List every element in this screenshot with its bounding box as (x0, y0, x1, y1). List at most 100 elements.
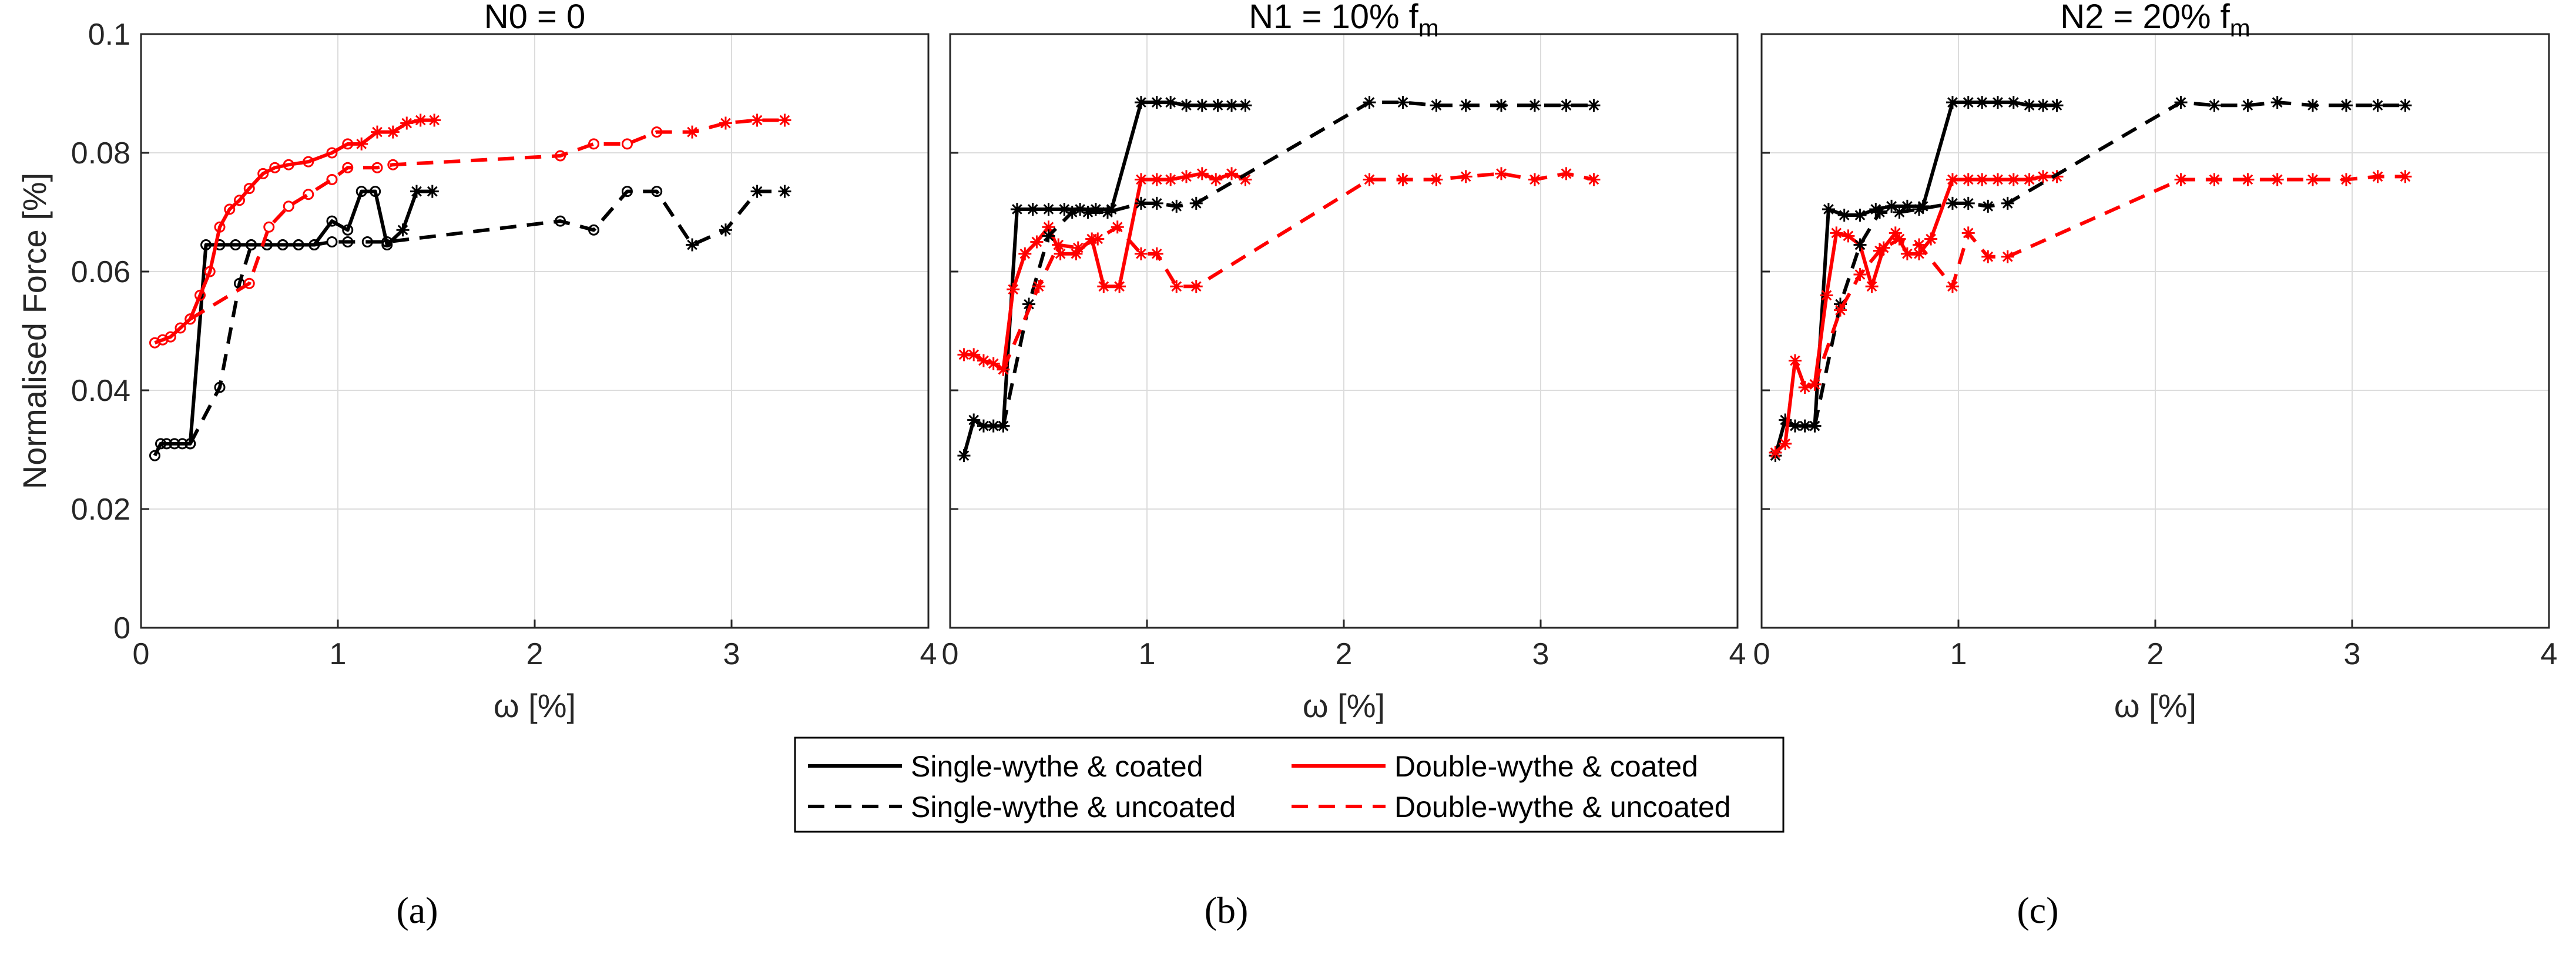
data-point (957, 348, 971, 361)
data-point (2339, 99, 2353, 112)
data-point (1798, 380, 1812, 394)
data-point (997, 363, 1010, 376)
data-point (381, 236, 393, 247)
data-point (1239, 173, 1252, 186)
data-point (778, 185, 791, 198)
data-point (1054, 247, 1067, 260)
data-point (414, 113, 427, 127)
data-point (1495, 167, 1508, 180)
data-point (234, 195, 245, 206)
data-point (1559, 167, 1573, 180)
data-point (621, 138, 633, 150)
data-point (2399, 170, 2412, 183)
data-point (977, 354, 990, 367)
data-point (263, 221, 275, 233)
data-point (165, 331, 176, 343)
data-point (371, 125, 384, 139)
data-point (371, 162, 383, 173)
data-point (1830, 226, 1843, 240)
y-tick-label: 0.08 (71, 136, 130, 170)
data-point (2399, 99, 2412, 112)
series-single-wythe-uncoated (185, 185, 791, 450)
data-point (1873, 244, 1886, 257)
series-single-wythe-uncoated (1808, 96, 2412, 433)
series-line (1001, 172, 1595, 370)
subfigure-label: (c) (2017, 889, 2058, 931)
data-point (204, 266, 216, 277)
subfigure-label: (b) (1205, 889, 1249, 931)
x-axis-label: ω [%] (2114, 687, 2196, 724)
data-point (2007, 96, 2020, 109)
data-point (2007, 173, 2020, 186)
data-point (1170, 280, 1183, 293)
data-point (1209, 173, 1223, 186)
data-point (719, 223, 732, 237)
data-point (2174, 173, 2188, 186)
data-point (621, 186, 633, 198)
x-tick-label: 1 (330, 637, 347, 671)
data-point (243, 183, 255, 195)
x-tick-label: 0 (942, 637, 959, 671)
data-point (1363, 173, 1376, 186)
data-point (1893, 232, 1906, 246)
data-point (1134, 196, 1148, 210)
x-axis-label: ω [%] (1303, 687, 1385, 724)
data-point (1842, 229, 1855, 243)
data-point (1885, 199, 1899, 213)
data-point (2241, 99, 2255, 112)
data-point (1081, 206, 1095, 219)
data-point (342, 224, 354, 236)
data-point (1900, 199, 1914, 213)
data-point (778, 113, 791, 127)
data-point (224, 203, 236, 215)
series-double-wythe-uncoated (997, 167, 1601, 376)
data-point (2037, 99, 2050, 112)
data-point (2270, 173, 2284, 186)
legend-label: Single-wythe & uncoated (911, 791, 1236, 824)
x-tick-label: 1 (1950, 637, 1967, 671)
data-point (185, 313, 196, 325)
data-point (1189, 280, 1203, 293)
data-point (387, 159, 399, 170)
data-point (651, 186, 663, 198)
data-point (1961, 196, 1975, 210)
data-point (283, 200, 294, 212)
data-point (326, 147, 338, 159)
data-point (214, 221, 226, 233)
data-point (1091, 232, 1105, 246)
panel-title: N1 = 10% fm (1249, 0, 1439, 42)
data-point (2339, 173, 2353, 186)
data-point (396, 223, 410, 237)
legend: Single-wythe & coated Double-wythe & coat… (794, 737, 1785, 833)
data-point (1853, 268, 1867, 282)
data-point (1975, 96, 1989, 109)
data-point (2208, 173, 2221, 186)
data-point (750, 185, 764, 198)
data-point (342, 138, 354, 150)
data-point (400, 116, 414, 130)
data-point (1134, 173, 1148, 186)
x-tick-label: 3 (1532, 637, 1549, 671)
data-point (987, 357, 1000, 370)
data-point (1528, 99, 1541, 112)
data-point (1030, 235, 1044, 249)
data-point (1459, 99, 1473, 112)
data-point (200, 239, 212, 251)
data-point (1150, 173, 1163, 186)
data-point (370, 186, 381, 198)
data-point (1924, 232, 1938, 246)
data-point (1396, 173, 1410, 186)
data-point (1170, 199, 1183, 213)
data-point (1071, 241, 1085, 255)
data-point (1195, 167, 1209, 180)
data-point (1946, 196, 1959, 210)
data-point (1430, 173, 1443, 186)
data-point (1026, 202, 1039, 216)
x-tick-label: 3 (723, 637, 740, 671)
data-point (1769, 446, 1782, 460)
data-point (1913, 202, 1926, 216)
y-axis-label: Normalised Force [%] (16, 173, 53, 489)
data-point (161, 438, 173, 450)
data-point (326, 173, 338, 185)
data-point (2306, 99, 2319, 112)
